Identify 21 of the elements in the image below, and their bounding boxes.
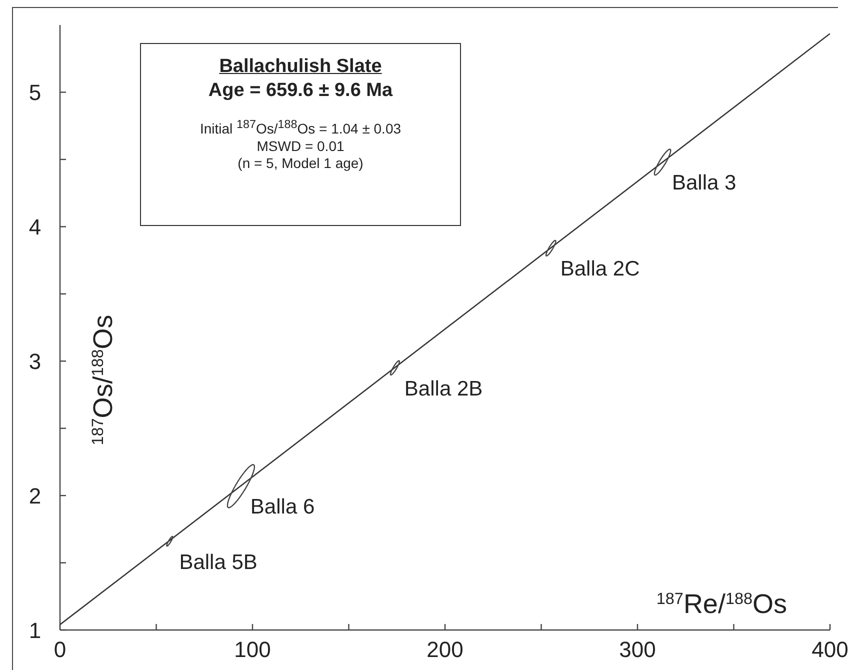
series-label: Balla 6 (250, 496, 315, 519)
x-tick-label: 200 (426, 637, 464, 662)
y-tick-label: 1 (28, 618, 42, 643)
x-axis-title: $^{187}$Re/$^{188}$Os (656, 589, 787, 619)
annotation: MSWD = 0.01 (256, 138, 346, 155)
series-label: Balla 3 (672, 172, 736, 195)
series-label: Balla 2C (560, 258, 640, 281)
text: Ballachulish Slate (218, 56, 383, 78)
annotation: (n = 5, Model 1 age) (236, 154, 364, 172)
annotation: Initial $^{187}$Os/$^{188}$Os = 1.04 ± 0.03 (198, 117, 402, 138)
x-tick-label: 300 (619, 637, 656, 662)
y-tick-label: 4 (28, 214, 42, 240)
x-tick-label: 100 (234, 637, 271, 662)
y-tick-label: 2 (28, 484, 42, 509)
y-tick-label: 5 (28, 80, 42, 106)
y-tick-label: 3 (28, 349, 42, 374)
text: Age = 659.6 ± 9.6 Ma (207, 80, 394, 102)
x-tick-label: 400 (812, 637, 848, 662)
x-tick-label: 0 (54, 637, 66, 662)
series-label: Balla 5B (179, 550, 258, 574)
series-label: Balla 2B (404, 377, 483, 400)
